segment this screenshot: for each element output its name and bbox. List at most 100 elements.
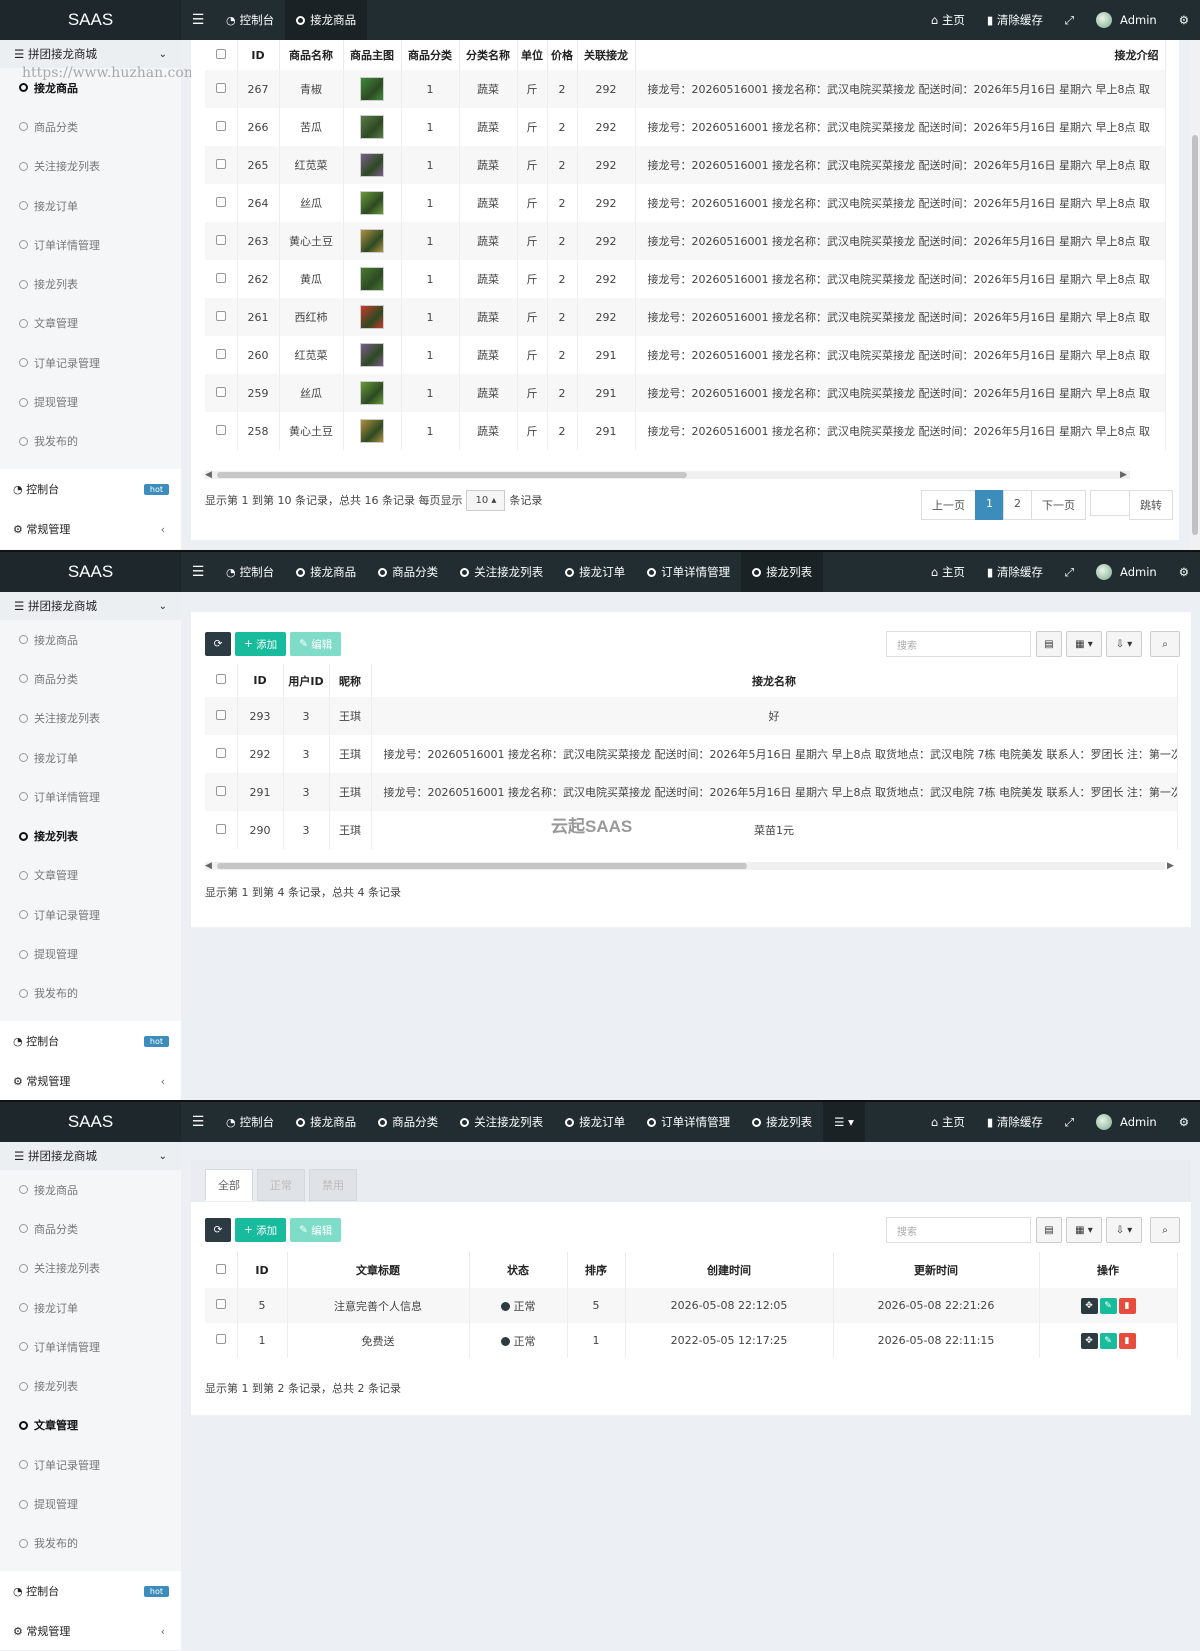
- row-checkbox[interactable]: [205, 222, 238, 260]
- tab-dashboard[interactable]: ◔ 控制台: [226, 13, 275, 27]
- jump-button[interactable]: 跳转: [1129, 490, 1173, 520]
- sidebar-item-follow[interactable]: 关注接龙列表: [0, 147, 181, 186]
- page-1-button[interactable]: 1: [975, 490, 1004, 520]
- table-row[interactable]: 5 注意完善个人信息 正常 5 2026-05-08 22:12:05 2026-05-0…: [205, 1288, 1178, 1323]
- col-user-id[interactable]: 用户ID: [283, 664, 330, 697]
- row-checkbox[interactable]: [205, 697, 238, 735]
- delete-row-icon[interactable]: ▮: [1118, 1332, 1136, 1349]
- tab-orders[interactable]: 接龙订单: [554, 552, 636, 592]
- delete-row-icon[interactable]: ▮: [1118, 1297, 1136, 1314]
- tab-order-details[interactable]: 订单详情管理: [636, 1102, 741, 1142]
- sidebar-group-header[interactable]: ☰ 拼团接龙商城 ⌄: [0, 40, 181, 68]
- home-link[interactable]: ⌂ 主页: [930, 1115, 965, 1129]
- add-button[interactable]: + 添加: [235, 632, 287, 656]
- search-icon[interactable]: ⌕: [1150, 1217, 1180, 1243]
- scroll-left-icon[interactable]: ◀: [205, 861, 212, 871]
- page-2-button[interactable]: 2: [1003, 490, 1032, 520]
- settings-icon[interactable]: ⚙: [1178, 1115, 1189, 1129]
- sidebar-dashboard[interactable]: ◔ 控制台 hot: [0, 1571, 181, 1611]
- filter-tab-all[interactable]: 全部: [205, 1169, 253, 1201]
- add-button[interactable]: + 添加: [235, 1218, 287, 1242]
- tab-products[interactable]: 接龙商品: [285, 0, 368, 40]
- edit-button[interactable]: ✎ 编辑: [290, 632, 342, 656]
- table-row[interactable]: 263 黄心土豆 1 蔬菜斤 2 292 接龙号：20260516001 接龙名称：武汉电院…: [205, 222, 1166, 260]
- col-image[interactable]: 商品主图: [343, 40, 402, 70]
- sidebar-item-articles[interactable]: 文章管理: [0, 1406, 181, 1445]
- tab-orders[interactable]: 接龙订单: [554, 1102, 636, 1142]
- home-link[interactable]: ⌂ 主页: [930, 565, 965, 579]
- table-row[interactable]: 264 丝瓜 1 蔬菜斤 2 292 接龙号：20260516001 接龙名称：武汉电院买菜…: [205, 184, 1166, 222]
- sidebar-item-order-details[interactable]: 订单详情管理: [0, 225, 181, 264]
- edit-row-icon[interactable]: ✎: [1099, 1297, 1117, 1314]
- user-menu[interactable]: Admin: [1085, 12, 1168, 28]
- edit-button[interactable]: ✎ 编辑: [290, 1218, 342, 1242]
- fullscreen-icon[interactable]: ⤢: [1064, 1114, 1075, 1129]
- row-checkbox[interactable]: [205, 773, 238, 811]
- sidebar-item-relay-list[interactable]: 接龙列表: [0, 816, 181, 855]
- sidebar-group-header[interactable]: ☰ 拼团接龙商城 ⌄: [0, 1142, 181, 1170]
- col-relay[interactable]: 关联接龙: [577, 40, 636, 70]
- sidebar-dashboard[interactable]: ◔ 控制台 hot: [0, 1021, 181, 1061]
- sidebar-item-relay-list[interactable]: 接龙列表: [0, 264, 181, 303]
- sidebar-item-order-details[interactable]: 订单详情管理: [0, 1327, 181, 1366]
- product-thumbnail[interactable]: [360, 267, 384, 291]
- col-actions[interactable]: 操作: [1039, 1252, 1178, 1288]
- col-category[interactable]: 商品分类: [401, 40, 460, 70]
- sidebar-item-products[interactable]: 接龙商品: [0, 1170, 181, 1209]
- fullscreen-icon[interactable]: ⤢: [1064, 12, 1075, 27]
- product-thumbnail[interactable]: [360, 381, 384, 405]
- columns-icon[interactable]: ▦ ▾: [1066, 631, 1102, 657]
- sidebar-item-orders[interactable]: 接龙订单: [0, 738, 181, 777]
- fullscreen-icon[interactable]: ⤢: [1064, 564, 1075, 579]
- clear-cache-button[interactable]: ▮ 清除缓存: [986, 1115, 1043, 1129]
- sidebar-item-products[interactable]: 接龙商品: [0, 620, 181, 659]
- table-row[interactable]: 291 3 王琪 接龙号：20260516001 接龙名称：武汉电院买菜接龙 配送时间…: [205, 773, 1178, 811]
- sidebar-dashboard[interactable]: ◔ 控制台 hot: [0, 469, 181, 509]
- col-id[interactable]: ID: [237, 1252, 288, 1288]
- row-checkbox[interactable]: [205, 811, 238, 849]
- col-sort[interactable]: 排序: [567, 1252, 626, 1288]
- row-checkbox[interactable]: [205, 735, 238, 773]
- row-checkbox[interactable]: [205, 146, 238, 184]
- sidebar-item-my-posts[interactable]: 我发布的: [0, 422, 181, 461]
- product-thumbnail[interactable]: [360, 419, 384, 443]
- row-checkbox[interactable]: [205, 1288, 238, 1323]
- table-row[interactable]: 293 3 王琪好: [205, 697, 1178, 735]
- row-checkbox[interactable]: [205, 108, 238, 146]
- tab-relay-list[interactable]: 接龙列表: [741, 552, 824, 592]
- col-relay-name[interactable]: 接龙名称: [371, 664, 1178, 697]
- refresh-button[interactable]: ⟳: [205, 1218, 231, 1242]
- col-category-name[interactable]: 分类名称: [459, 40, 518, 70]
- search-icon[interactable]: ⌕: [1150, 631, 1180, 657]
- sidebar-item-follow[interactable]: 关注接龙列表: [0, 699, 181, 738]
- home-link[interactable]: ⌂ 主页: [930, 13, 965, 27]
- table-row[interactable]: 1 免费送 正常 1 2022-05-05 12:17:25 2026-05-08 22:…: [205, 1323, 1178, 1358]
- row-checkbox[interactable]: [205, 1323, 238, 1358]
- export-icon[interactable]: ⇩ ▾: [1106, 1217, 1142, 1243]
- sidebar-item-categories[interactable]: 商品分类: [0, 1209, 181, 1248]
- product-thumbnail[interactable]: [360, 305, 384, 329]
- scroll-left-icon[interactable]: ◀: [205, 470, 212, 480]
- tab-relay-list[interactable]: 接龙列表: [741, 1102, 823, 1142]
- next-page-button[interactable]: 下一页: [1031, 490, 1086, 520]
- select-all-checkbox[interactable]: [205, 664, 238, 697]
- drag-sort-icon[interactable]: ✥: [1080, 1297, 1098, 1314]
- prev-page-button[interactable]: 上一页: [921, 490, 976, 520]
- table-row[interactable]: 290 3 王琪 菜苗1元: [205, 811, 1178, 849]
- app-logo[interactable]: SAAS: [0, 1102, 181, 1142]
- sidebar-general[interactable]: ⚙ 常规管理 ‹: [0, 1611, 181, 1650]
- tab-categories[interactable]: 商品分类: [367, 1102, 449, 1142]
- horizontal-scrollbar[interactable]: [205, 862, 1165, 870]
- select-all-checkbox[interactable]: [205, 40, 238, 70]
- product-thumbnail[interactable]: [360, 229, 384, 253]
- product-thumbnail[interactable]: [360, 343, 384, 367]
- search-input[interactable]: 搜索: [886, 1217, 1031, 1243]
- table-row[interactable]: 267 青椒 1 蔬菜斤 2 292 接龙号：20260516001 接龙名称：武汉电院买菜…: [205, 70, 1166, 108]
- col-id[interactable]: ID: [237, 40, 280, 70]
- jump-page-input[interactable]: [1090, 490, 1130, 516]
- row-checkbox[interactable]: [205, 412, 238, 450]
- settings-icon[interactable]: ⚙: [1178, 565, 1189, 579]
- sidebar-item-articles[interactable]: 文章管理: [0, 856, 181, 895]
- table-row[interactable]: 265 红苋菜 1 蔬菜斤 2 292 接龙号：20260516001 接龙名称：武汉电院买…: [205, 146, 1166, 184]
- user-menu[interactable]: Admin: [1085, 1114, 1168, 1130]
